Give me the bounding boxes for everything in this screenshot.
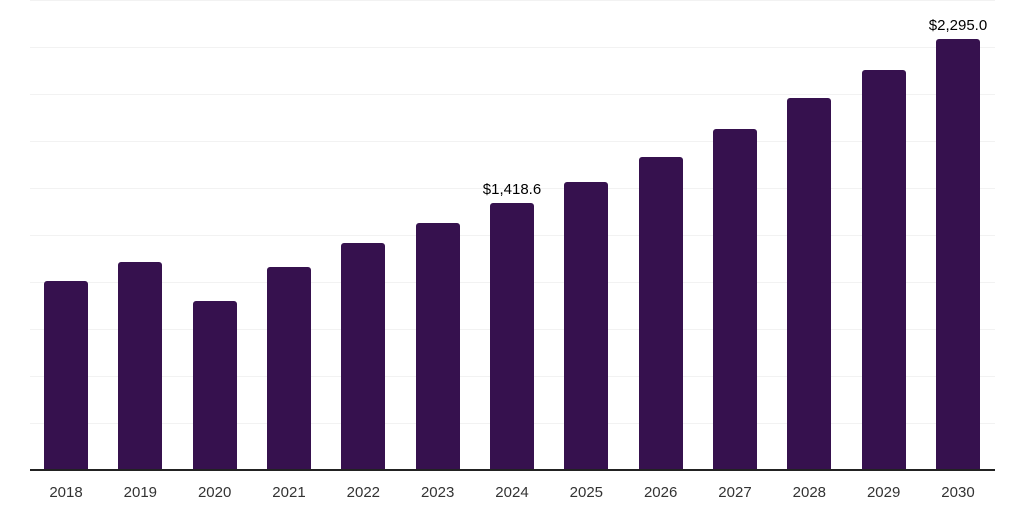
x-tick-2027: 2027 (718, 484, 752, 501)
bar-2025[interactable] (564, 181, 609, 470)
bar-2024[interactable] (489, 203, 534, 470)
x-tick-2023: 2023 (420, 484, 455, 501)
x-tick-2019: 2019 (123, 484, 158, 501)
x-tick-2029: 2029 (866, 484, 901, 501)
bar-2027[interactable] (712, 128, 757, 470)
data-label-2024: $1,418.6 (482, 181, 542, 199)
bar-2021[interactable] (266, 266, 311, 470)
bar-2018[interactable] (44, 281, 88, 470)
x-tick-2018: 2018 (49, 484, 83, 501)
bar-2028[interactable] (787, 98, 832, 470)
x-axis-line (30, 469, 995, 471)
gridline-2500 (30, 0, 995, 1)
x-tick-2030: 2030 (941, 484, 975, 501)
bar-2030[interactable] (935, 38, 980, 470)
bar-2020[interactable] (192, 300, 237, 470)
x-tick-2026: 2026 (643, 484, 678, 501)
x-tick-2025: 2025 (569, 484, 604, 501)
bar-2029[interactable] (861, 70, 906, 470)
gridline-1500 (30, 188, 995, 189)
x-tick-2022: 2022 (346, 484, 381, 501)
bar-2019[interactable] (118, 262, 163, 470)
x-tick-2024: 2024 (495, 484, 529, 501)
plot-area: $1,418.6 $2,295.0 (30, 0, 995, 471)
gridline-2250 (30, 47, 995, 48)
x-axis-labels: 2018 2019 2020 2021 2022 2023 2024 2025 2026 2027… (30, 485, 995, 505)
bar-2022[interactable] (341, 242, 386, 470)
bar-2023[interactable] (415, 223, 460, 470)
x-tick-2021: 2021 (272, 484, 306, 501)
gridline-2000 (30, 94, 995, 95)
x-tick-2020: 2020 (197, 484, 232, 501)
data-label-2030: $2,295.0 (928, 16, 988, 34)
x-tick-2028: 2028 (792, 484, 827, 501)
gridline-1750 (30, 141, 995, 142)
bar-2026[interactable] (638, 156, 683, 470)
